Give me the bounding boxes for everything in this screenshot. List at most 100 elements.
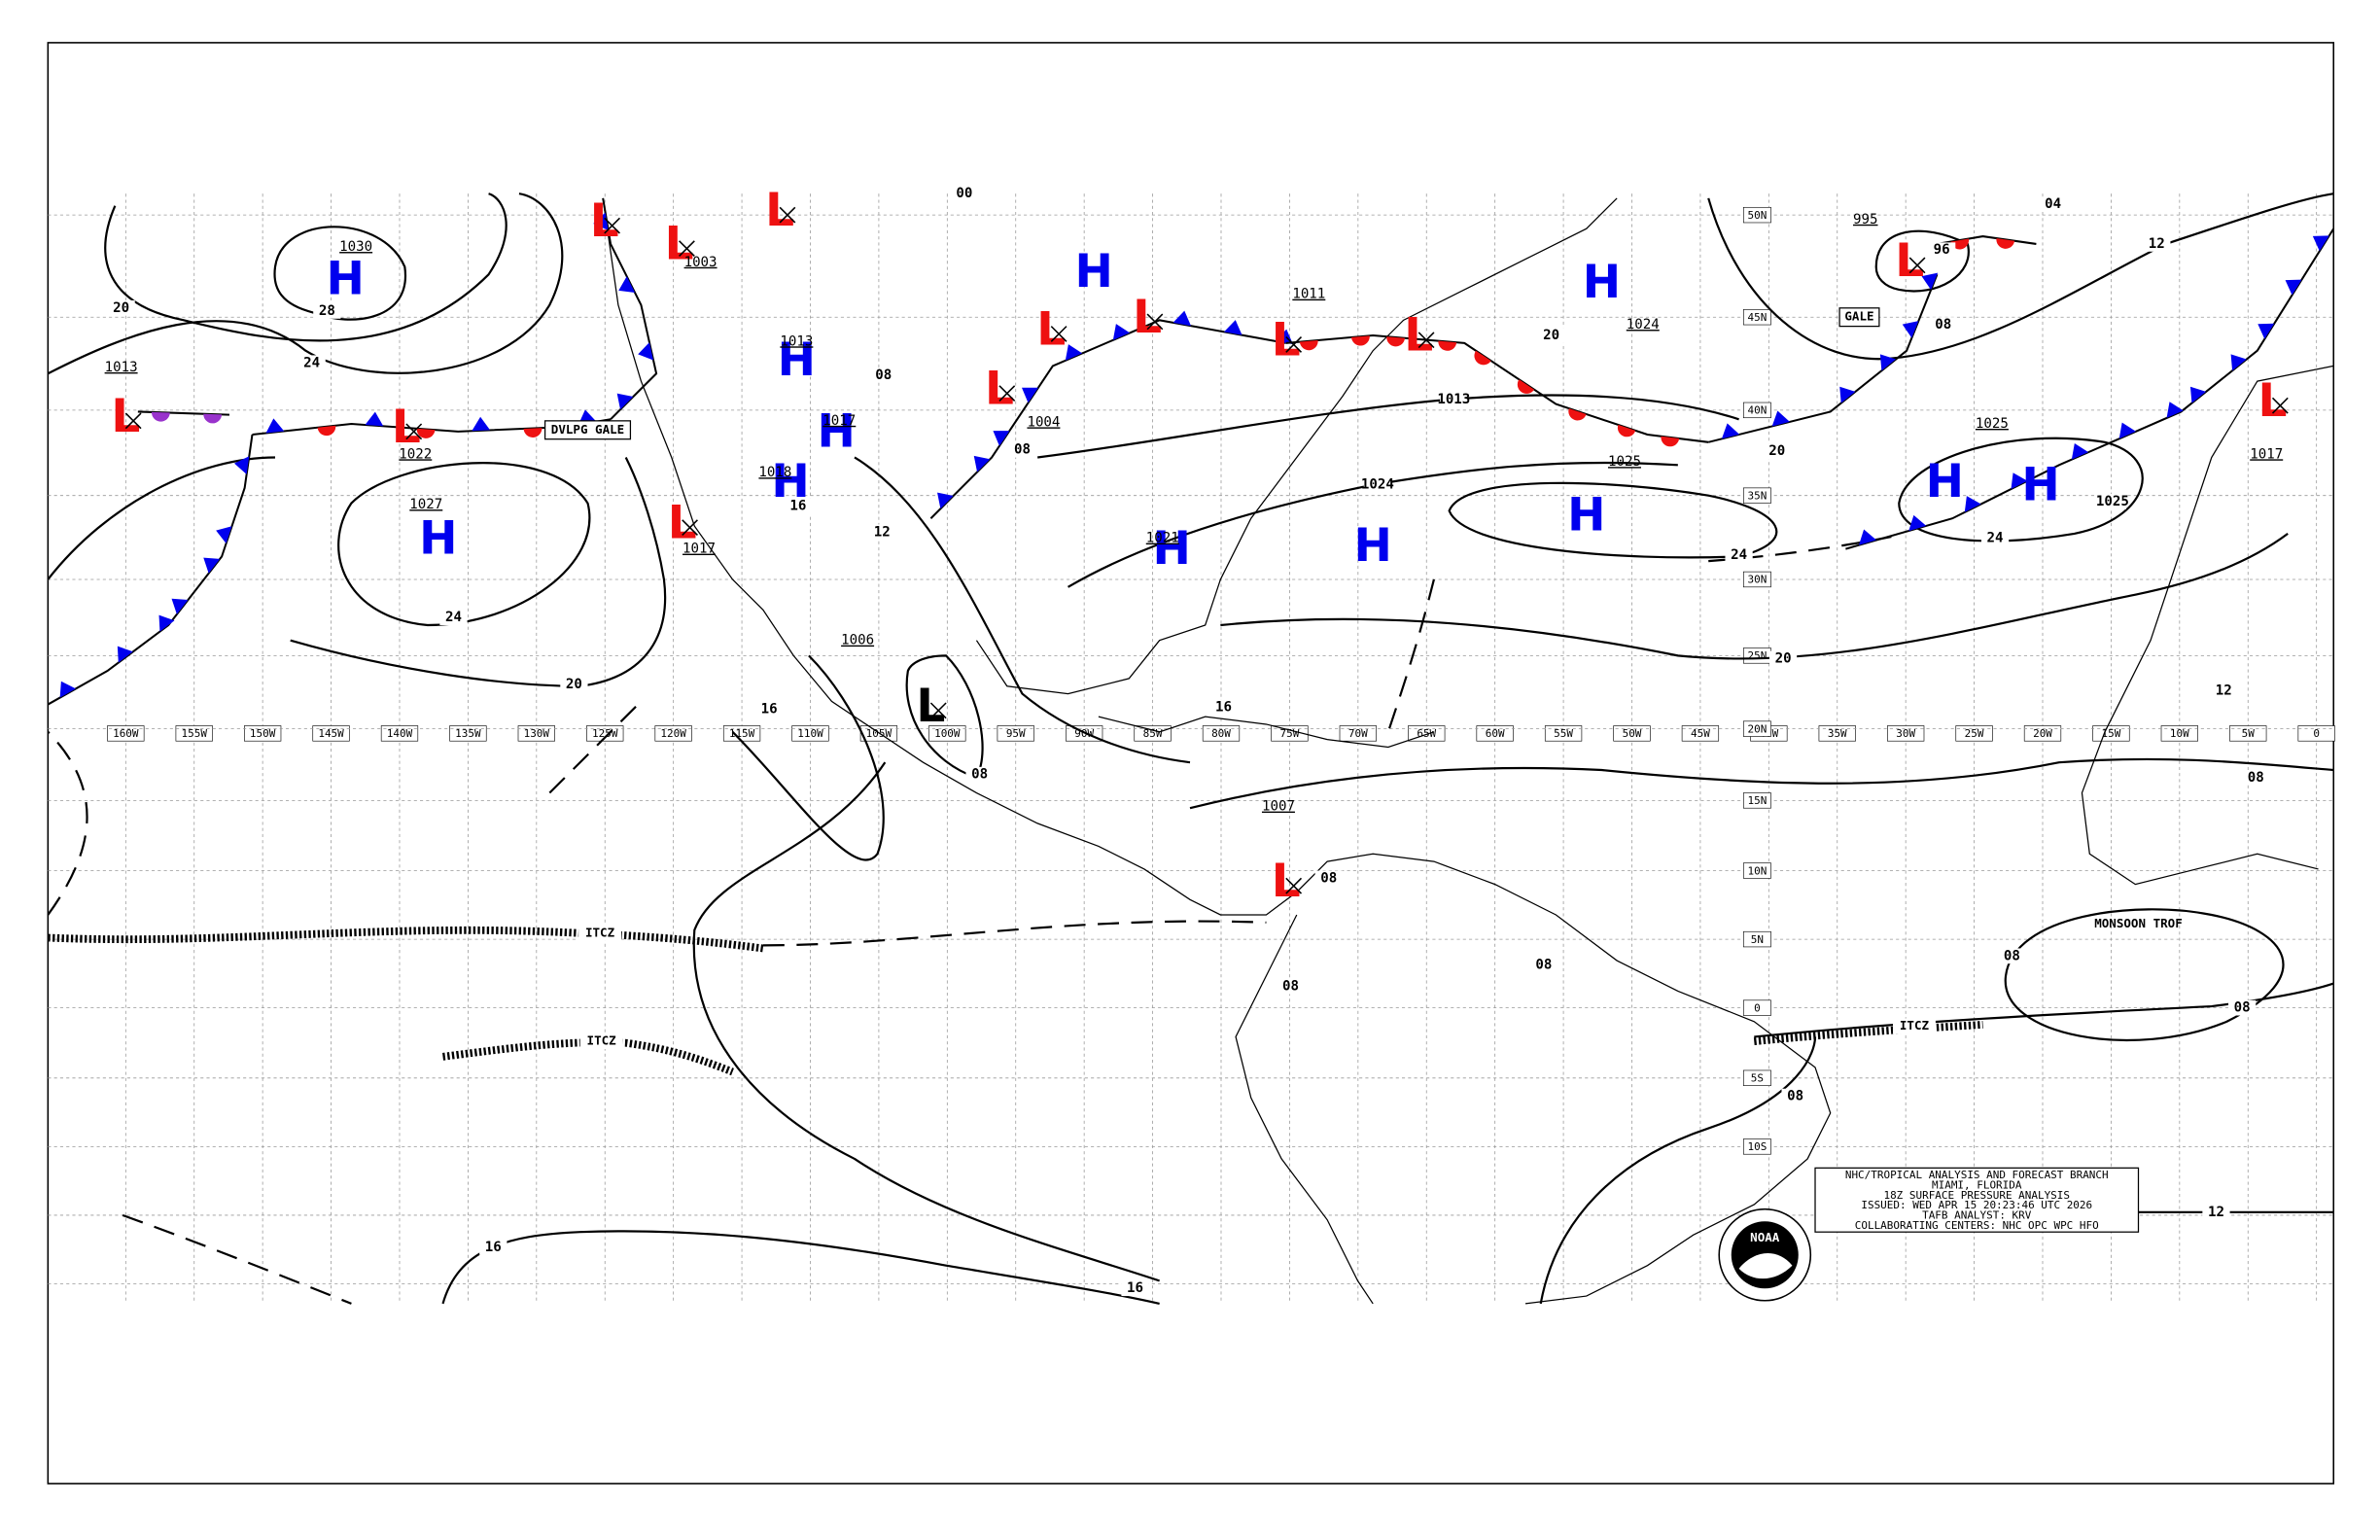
isobar-label-bg <box>1998 948 2026 964</box>
lat-label: 0 <box>1754 1001 1761 1014</box>
isobar <box>905 654 984 780</box>
isobar-label-bg <box>755 701 784 718</box>
lat-label: 5N <box>1751 933 1764 946</box>
lon-label: 85W <box>1143 727 1163 740</box>
lat-label: 40N <box>1748 404 1768 417</box>
isobar-label-bg <box>1763 443 1791 460</box>
lon-label: 55W <box>1554 727 1573 740</box>
warm-front-barb <box>1617 424 1636 438</box>
isobar-label-bg <box>1980 530 2010 546</box>
lon-label-box <box>928 725 966 742</box>
lat-label: 20N <box>1748 722 1768 735</box>
feature-label-bg <box>2117 916 2160 932</box>
low-center: L <box>765 184 794 237</box>
front-line <box>1937 235 2037 245</box>
lon-label: 95W <box>1006 727 1026 740</box>
coastlines <box>602 197 2334 1305</box>
isobar <box>692 761 1160 1282</box>
cold-front-barb <box>1022 387 1038 403</box>
lon-label: 105W <box>866 727 892 740</box>
low-pressure: 1007 <box>1262 799 1295 815</box>
warm-front-barb <box>1661 436 1680 447</box>
cold-front-barb <box>2166 402 2184 418</box>
isobar <box>273 226 407 321</box>
isobars <box>47 192 2334 1305</box>
lon-label-box <box>654 725 692 742</box>
lon-label-box <box>107 725 145 742</box>
coastline <box>1098 716 1435 749</box>
lon-label-box <box>997 725 1034 742</box>
lat-label: 50N <box>1748 209 1768 222</box>
coastline <box>975 197 1618 695</box>
isobar <box>1539 982 2334 1305</box>
cold-front-barb <box>1112 324 1131 340</box>
cold-front-barb <box>1902 321 1919 338</box>
front-line <box>1707 273 1939 443</box>
isobar-label-bg <box>1537 328 1565 343</box>
low-pressure: 995 <box>1853 212 1877 228</box>
low-center: L <box>392 401 421 454</box>
warm-front-barb <box>1386 336 1406 347</box>
cold-front-barb <box>472 416 491 432</box>
isobar-label-bg <box>313 303 341 319</box>
cold-front-barb <box>2071 442 2089 460</box>
lon-label-box <box>1476 725 1514 742</box>
isobar <box>731 456 1191 861</box>
lon-label: 45W <box>1691 727 1710 740</box>
cold-front-barb <box>2189 386 2207 403</box>
lat-label: 30N <box>1748 574 1768 586</box>
isobar-label: 24 <box>445 610 462 625</box>
lon-label-box <box>1339 725 1377 742</box>
frame <box>47 42 2335 1485</box>
lon-label-box <box>175 725 213 742</box>
isobar <box>1707 192 2334 361</box>
info-line: MIAMI, FLORIDA <box>1932 1179 2022 1192</box>
isobar-label: 08 <box>2234 1000 2251 1016</box>
lon-label: 140W <box>387 727 413 740</box>
lon-label-box <box>2160 725 2198 742</box>
isobar-label-bg <box>1363 476 1392 493</box>
feature-label: ITCZ <box>585 925 615 939</box>
lon-label-box <box>449 725 487 742</box>
cold-front-barb <box>616 393 634 410</box>
cold-front-barb <box>265 418 285 434</box>
warm-front-barb <box>1474 350 1491 366</box>
low-center: L <box>985 363 1014 416</box>
lon-label: 70W <box>1348 727 1368 740</box>
isobar-label: 04 <box>2045 196 2061 212</box>
lat-label: 35N <box>1748 489 1768 502</box>
lon-label: 60W <box>1486 727 1505 740</box>
isobar-label-bg <box>2242 770 2270 786</box>
lon-label: 145W <box>318 727 344 740</box>
isobar-label: 96 <box>1934 242 1950 258</box>
cold-front-barb <box>2118 422 2136 439</box>
isobar-label: 1013 <box>1437 392 1470 407</box>
isobar-label: 08 <box>875 368 892 383</box>
isobar-label: 00 <box>956 186 972 201</box>
isobar-label: 08 <box>2248 770 2264 786</box>
low-center: L <box>111 390 140 443</box>
info-line: TAFB ANALYST: KRV <box>1922 1209 2032 1222</box>
high-pressure: 1025 <box>1608 454 1641 470</box>
lon-label-box <box>517 725 555 742</box>
low-center: L <box>2258 374 2288 428</box>
high-pressure: 1013 <box>780 333 813 349</box>
high-center: H <box>419 511 457 565</box>
lon-label: 30W <box>1896 727 1915 740</box>
isobar-label: 08 <box>971 767 988 783</box>
isobar-label: 16 <box>485 1240 502 1255</box>
isobar-label: 28 <box>319 303 335 319</box>
high-pressure: 1017 <box>822 413 856 429</box>
front-line <box>47 434 254 706</box>
low-pressure: 1006 <box>841 633 874 648</box>
lon-label: 130W <box>524 727 550 740</box>
lat-label-box <box>1742 487 1771 504</box>
low-center: L <box>590 194 619 248</box>
low-cross <box>1285 336 1303 353</box>
low-pressure: 1011 <box>1292 287 1325 302</box>
lon-label-box <box>2297 725 2335 742</box>
low-cross <box>1146 313 1164 331</box>
isobar-label: 16 <box>761 701 778 717</box>
lon-label-box <box>1544 725 1583 742</box>
